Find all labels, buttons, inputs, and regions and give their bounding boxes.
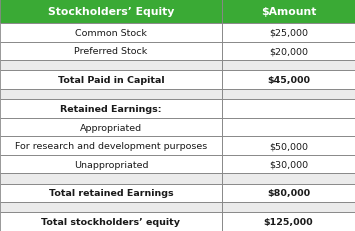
Bar — [0, 24, 222, 43]
Bar — [0, 61, 222, 71]
Bar — [222, 202, 355, 213]
Bar — [222, 118, 355, 137]
Bar — [0, 0, 222, 24]
Bar — [222, 71, 355, 90]
Bar — [222, 61, 355, 71]
Bar — [0, 137, 222, 155]
Text: $25,000: $25,000 — [269, 29, 308, 38]
Bar — [0, 118, 222, 137]
Bar — [222, 213, 355, 231]
Text: Stockholders’ Equity: Stockholders’ Equity — [48, 7, 174, 17]
Text: $50,000: $50,000 — [269, 142, 308, 150]
Text: $125,000: $125,000 — [264, 217, 313, 226]
Text: Total stockholders’ equity: Total stockholders’ equity — [42, 217, 180, 226]
Text: Unappropriated: Unappropriated — [74, 160, 148, 169]
Bar — [222, 100, 355, 118]
Bar — [222, 0, 355, 24]
Bar — [0, 43, 222, 61]
Bar — [222, 155, 355, 174]
Text: Retained Earnings:: Retained Earnings: — [60, 105, 162, 113]
Bar — [222, 24, 355, 43]
Bar — [0, 100, 222, 118]
Bar — [222, 184, 355, 202]
Text: Preferred Stock: Preferred Stock — [74, 47, 148, 56]
Text: Appropriated: Appropriated — [80, 123, 142, 132]
Bar — [222, 174, 355, 184]
Text: For research and development purposes: For research and development purposes — [15, 142, 207, 150]
Bar — [222, 90, 355, 100]
Bar — [222, 137, 355, 155]
Text: Total Paid in Capital: Total Paid in Capital — [58, 76, 164, 85]
Text: $45,000: $45,000 — [267, 76, 310, 85]
Bar — [0, 213, 222, 231]
Text: Total retained Earnings: Total retained Earnings — [49, 189, 173, 198]
Bar — [222, 43, 355, 61]
Bar — [0, 184, 222, 202]
Text: $80,000: $80,000 — [267, 189, 310, 198]
Text: $20,000: $20,000 — [269, 47, 308, 56]
Bar — [0, 202, 222, 213]
Text: $30,000: $30,000 — [269, 160, 308, 169]
Text: Common Stock: Common Stock — [75, 29, 147, 38]
Bar — [0, 174, 222, 184]
Bar — [0, 155, 222, 174]
Bar — [0, 71, 222, 90]
Text: $Amount: $Amount — [261, 7, 316, 17]
Bar — [0, 90, 222, 100]
